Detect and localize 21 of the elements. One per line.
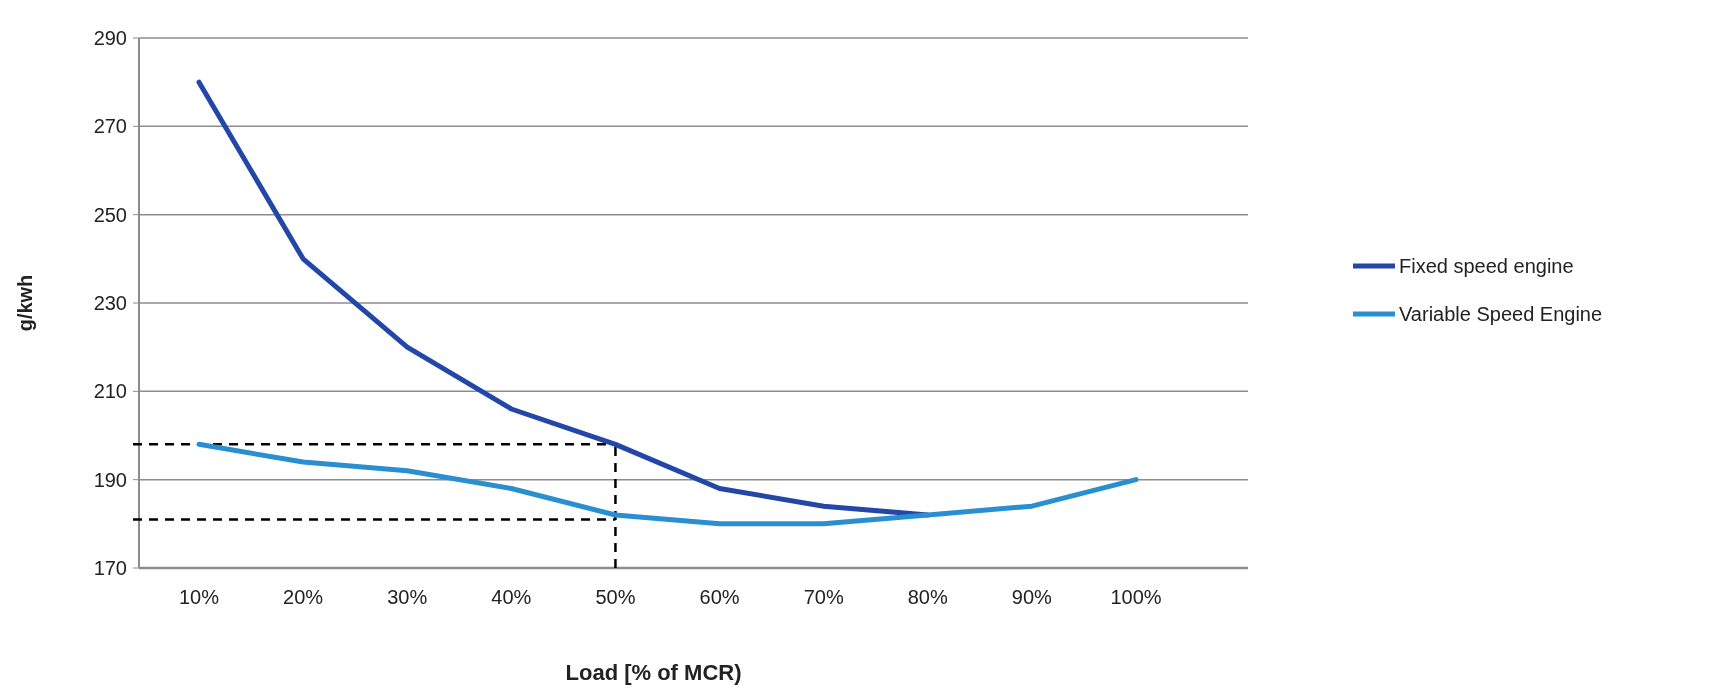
y-tick-label: 190 <box>93 468 127 491</box>
x-tick-label: 90% <box>1011 586 1053 608</box>
legend-label: Variable Speed Engine <box>1399 303 1603 325</box>
y-tick-label: 290 <box>93 27 127 49</box>
y-tick-label: 170 <box>93 557 127 579</box>
x-tick-label: 10% <box>178 586 220 608</box>
legend-label: Fixed speed engine <box>1399 255 1574 277</box>
x-tick-label: 60% <box>699 586 740 608</box>
y-tick-label: 230 <box>93 292 127 314</box>
x-tick-label: 70% <box>803 586 844 608</box>
x-tick-label: 20% <box>283 586 324 608</box>
y-tick-label: 250 <box>93 203 127 226</box>
x-tick-label: 50% <box>595 586 636 608</box>
x-tick-label: 30% <box>387 586 428 608</box>
x-tick-label: 80% <box>907 586 949 608</box>
y-tick-label: 210 <box>93 380 127 403</box>
x-tick-label: 100% <box>1110 586 1162 608</box>
x-tick-label: 40% <box>491 586 532 608</box>
y-tick-label: 270 <box>93 115 127 138</box>
y-axis-title: g/kwh <box>14 274 36 332</box>
x-axis-title: Load [% of MCR) <box>565 660 742 685</box>
